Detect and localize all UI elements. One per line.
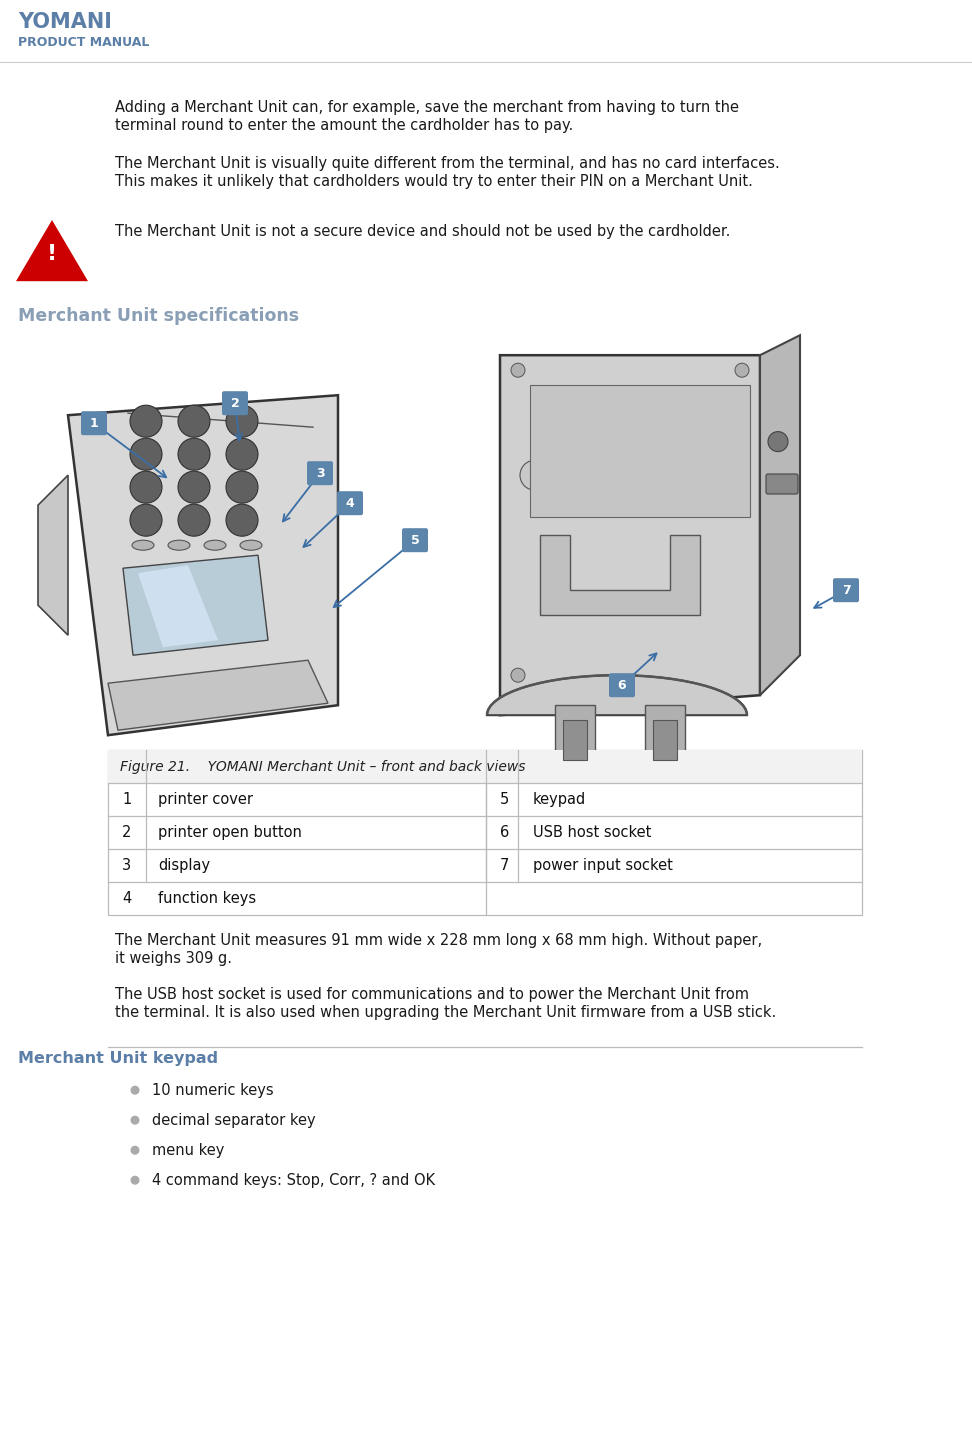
Text: 4: 4 xyxy=(122,891,131,907)
Text: 3: 3 xyxy=(122,858,131,873)
Circle shape xyxy=(130,1085,140,1095)
Ellipse shape xyxy=(168,540,190,550)
Text: keypad: keypad xyxy=(533,793,586,807)
Circle shape xyxy=(130,1115,140,1125)
Polygon shape xyxy=(123,555,268,655)
Text: YOMANI: YOMANI xyxy=(18,12,112,32)
Circle shape xyxy=(226,406,258,437)
Text: 6: 6 xyxy=(617,679,626,692)
Circle shape xyxy=(520,460,550,491)
Text: !: ! xyxy=(47,245,57,265)
Text: Merchant Unit keypad: Merchant Unit keypad xyxy=(18,1052,218,1066)
Text: menu key: menu key xyxy=(152,1143,225,1158)
Polygon shape xyxy=(487,675,747,715)
Text: display: display xyxy=(158,858,210,873)
Text: The Merchant Unit is visually quite different from the terminal, and has no card: The Merchant Unit is visually quite diff… xyxy=(115,155,780,171)
Circle shape xyxy=(735,363,749,377)
Polygon shape xyxy=(16,220,88,281)
FancyBboxPatch shape xyxy=(833,578,859,602)
Circle shape xyxy=(226,439,258,471)
Text: 1: 1 xyxy=(122,793,131,807)
Text: 3: 3 xyxy=(316,466,325,479)
Polygon shape xyxy=(760,335,800,695)
Text: 7: 7 xyxy=(500,858,509,873)
Text: Adding a Merchant Unit can, for example, save the merchant from having to turn t: Adding a Merchant Unit can, for example,… xyxy=(115,99,739,115)
Circle shape xyxy=(178,439,210,471)
FancyBboxPatch shape xyxy=(402,528,428,553)
Text: 10 numeric keys: 10 numeric keys xyxy=(152,1084,274,1098)
Polygon shape xyxy=(530,386,750,517)
Polygon shape xyxy=(645,705,685,770)
Text: power input socket: power input socket xyxy=(533,858,673,873)
Circle shape xyxy=(130,504,162,537)
Polygon shape xyxy=(38,475,68,635)
FancyBboxPatch shape xyxy=(108,750,862,783)
Polygon shape xyxy=(500,355,760,715)
Text: 7: 7 xyxy=(842,584,850,597)
Circle shape xyxy=(511,363,525,377)
Circle shape xyxy=(130,1176,140,1184)
Text: 4 command keys: Stop, Corr, ? and OK: 4 command keys: Stop, Corr, ? and OK xyxy=(152,1173,435,1189)
Circle shape xyxy=(130,439,162,471)
Circle shape xyxy=(178,406,210,437)
Polygon shape xyxy=(108,661,328,730)
Text: USB host socket: USB host socket xyxy=(533,825,651,840)
Text: The Merchant Unit is not a secure device and should not be used by the cardholde: The Merchant Unit is not a secure device… xyxy=(115,224,730,239)
Text: 2: 2 xyxy=(122,825,131,840)
Text: 1: 1 xyxy=(89,417,98,430)
Polygon shape xyxy=(563,720,587,760)
Text: Figure 21.    YOMANI Merchant Unit – front and back views: Figure 21. YOMANI Merchant Unit – front … xyxy=(120,760,526,774)
Text: the terminal. It is also used when upgrading the Merchant Unit firmware from a U: the terminal. It is also used when upgra… xyxy=(115,1006,777,1020)
Circle shape xyxy=(130,406,162,437)
Circle shape xyxy=(130,471,162,504)
Text: terminal round to enter the amount the cardholder has to pay.: terminal round to enter the amount the c… xyxy=(115,118,573,132)
Text: 5: 5 xyxy=(410,534,419,547)
Text: 2: 2 xyxy=(230,397,239,410)
Text: The USB host socket is used for communications and to power the Merchant Unit fr: The USB host socket is used for communic… xyxy=(115,987,749,1002)
Circle shape xyxy=(595,460,625,491)
FancyBboxPatch shape xyxy=(766,473,798,494)
Circle shape xyxy=(226,471,258,504)
Text: it weighs 309 g.: it weighs 309 g. xyxy=(115,951,232,966)
Text: PRODUCT MANUAL: PRODUCT MANUAL xyxy=(18,36,150,49)
Circle shape xyxy=(178,471,210,504)
Circle shape xyxy=(178,504,210,537)
FancyBboxPatch shape xyxy=(609,673,635,698)
Text: The Merchant Unit measures 91 mm wide x 228 mm long x 68 mm high. Without paper,: The Merchant Unit measures 91 mm wide x … xyxy=(115,934,762,948)
FancyBboxPatch shape xyxy=(222,391,248,416)
Circle shape xyxy=(130,1145,140,1154)
Polygon shape xyxy=(555,705,595,770)
Polygon shape xyxy=(540,535,700,616)
FancyBboxPatch shape xyxy=(307,462,333,485)
Polygon shape xyxy=(68,396,338,735)
Circle shape xyxy=(768,432,788,452)
Text: This makes it unlikely that cardholders would try to enter their PIN on a Mercha: This makes it unlikely that cardholders … xyxy=(115,174,753,189)
Text: printer open button: printer open button xyxy=(158,825,302,840)
Ellipse shape xyxy=(132,540,154,550)
Circle shape xyxy=(226,504,258,537)
FancyBboxPatch shape xyxy=(81,412,107,435)
Text: 4: 4 xyxy=(346,496,355,509)
Text: 5: 5 xyxy=(500,793,509,807)
Text: Merchant Unit specifications: Merchant Unit specifications xyxy=(18,307,299,325)
Text: printer cover: printer cover xyxy=(158,793,253,807)
Text: 6: 6 xyxy=(500,825,509,840)
Circle shape xyxy=(511,668,525,682)
Text: function keys: function keys xyxy=(158,891,257,907)
Polygon shape xyxy=(138,566,218,648)
Ellipse shape xyxy=(204,540,226,550)
Text: decimal separator key: decimal separator key xyxy=(152,1114,316,1128)
FancyBboxPatch shape xyxy=(108,750,862,915)
Polygon shape xyxy=(653,720,677,760)
FancyBboxPatch shape xyxy=(337,491,363,515)
Ellipse shape xyxy=(240,540,262,550)
